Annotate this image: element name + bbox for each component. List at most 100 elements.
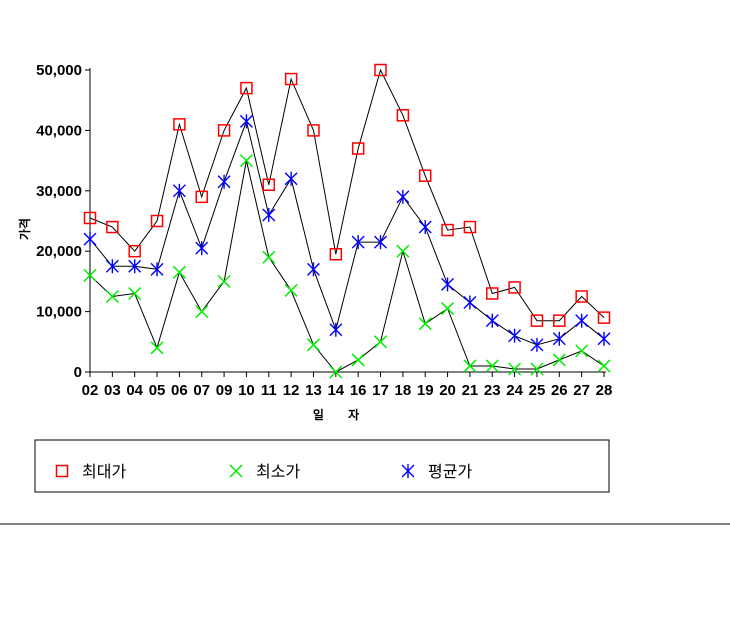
- data-point-s3-20: [441, 277, 455, 292]
- data-point-s2-07: [195, 305, 209, 319]
- data-point-s2-06: [172, 265, 186, 279]
- y-tick-label: 30,000: [36, 183, 82, 200]
- x-tick-label: 23: [484, 382, 501, 399]
- series-line-2: [89, 160, 605, 373]
- data-point-s2-09: [217, 274, 231, 288]
- data-point-s2-27: [575, 344, 589, 358]
- data-point-s2-03: [105, 289, 119, 304]
- series-line-3: [89, 119, 605, 346]
- x-tick-label: 06: [171, 382, 188, 399]
- x-tick-label: 21: [462, 382, 479, 399]
- data-point-s3-10: [239, 114, 253, 129]
- data-point-s2-02: [83, 268, 97, 282]
- data-point-s3-07: [195, 241, 209, 256]
- data-point-s3-24: [508, 328, 522, 343]
- series-lines: [89, 68, 605, 373]
- y-tick-label: 0: [74, 364, 82, 381]
- data-point-s1-02: [83, 211, 97, 225]
- data-point-s1-05: [150, 214, 164, 228]
- x-tick-label: 10: [238, 382, 255, 399]
- data-point-s2-11: [262, 250, 276, 264]
- data-point-s1-12: [284, 72, 298, 86]
- data-point-s1-25: [530, 314, 544, 327]
- data-point-s3-11: [262, 207, 276, 222]
- legend-label-3: 평균가: [428, 462, 472, 481]
- data-point-s2-21: [463, 359, 477, 373]
- data-point-s3-26: [552, 331, 566, 346]
- data-point-s1-18: [396, 109, 410, 122]
- data-point-s2-10: [239, 154, 253, 168]
- data-point-s1-07: [195, 190, 208, 204]
- data-point-s2-12: [284, 283, 298, 297]
- x-tick-label: 20: [439, 382, 456, 399]
- data-point-s1-10: [240, 81, 253, 95]
- series-line-1: [89, 68, 605, 322]
- legend-label-1: 최대가: [82, 462, 126, 481]
- data-point-s3-18: [396, 189, 410, 204]
- x-tick-label: 07: [193, 382, 210, 399]
- data-point-s1-11: [262, 178, 276, 192]
- x-tick-label: 18: [395, 382, 412, 399]
- data-point-s2-04: [128, 286, 142, 301]
- legend-marker-3: [401, 464, 415, 478]
- data-point-s3-06: [172, 183, 186, 198]
- x-tick-label: 26: [551, 382, 568, 399]
- legend-marker-1: [55, 464, 69, 478]
- data-point-s1-14: [329, 247, 343, 261]
- data-point-s1-27: [575, 290, 588, 303]
- data-point-s3-27: [575, 313, 589, 328]
- x-tick-label: 14: [327, 382, 344, 399]
- data-point-s3-12: [284, 171, 298, 186]
- data-point-s2-05: [150, 341, 164, 355]
- x-tick-label: 04: [126, 382, 143, 399]
- data-point-s2-24: [508, 362, 522, 376]
- y-axis-title: 가격: [17, 218, 32, 240]
- data-point-s1-09: [217, 124, 231, 137]
- data-point-s2-13: [306, 338, 321, 352]
- data-point-s1-03: [106, 220, 119, 234]
- data-point-s2-17: [373, 335, 388, 349]
- data-point-s1-20: [441, 223, 454, 237]
- x-axis-title: 일 자: [313, 407, 369, 422]
- data-point-s1-19: [418, 169, 432, 182]
- x-tick-label: 19: [417, 382, 434, 399]
- data-point-s1-04: [128, 244, 141, 258]
- data-point-s1-23: [486, 287, 499, 300]
- data-point-s3-14: [329, 322, 343, 337]
- data-point-s2-19: [418, 317, 432, 331]
- data-point-s2-25: [530, 362, 544, 376]
- data-point-s3-21: [463, 295, 477, 310]
- data-point-s3-03: [105, 259, 119, 274]
- x-tick-label: 12: [283, 382, 300, 399]
- axes: 0 10,000 20,000 30,000 40,000 50,000 02 03 04 05 0…: [17, 62, 612, 422]
- x-tick-label: 17: [372, 382, 389, 399]
- data-point-s1-16: [351, 142, 365, 155]
- data-point-s2-23: [485, 359, 499, 373]
- data-point-s1-21: [463, 220, 477, 234]
- data-point-s2-16: [351, 353, 365, 367]
- data-point-s3-05: [150, 262, 164, 277]
- x-tick-label: 05: [149, 382, 166, 399]
- x-tick-label: 27: [573, 382, 590, 399]
- legend-box: [34, 439, 610, 493]
- data-point-s3-09: [217, 174, 231, 189]
- series-markers: [83, 63, 611, 379]
- legend-label-2: 최소가: [256, 462, 300, 481]
- data-point-s3-25: [530, 337, 544, 352]
- x-tick-label: 28: [596, 382, 613, 399]
- x-tick-label: 09: [216, 382, 233, 399]
- x-tick-label: 13: [305, 382, 322, 399]
- y-tick-label: 10,000: [36, 304, 82, 321]
- x-tick-label: 02: [82, 382, 99, 399]
- legend: 최대가 최소가 평균가: [34, 439, 610, 493]
- data-point-s2-14: [329, 365, 343, 379]
- data-point-s3-28: [597, 331, 611, 346]
- x-tick-label: 16: [350, 382, 367, 399]
- x-tick-label: 25: [529, 382, 546, 399]
- data-point-s3-13: [306, 262, 320, 277]
- data-point-s1-26: [553, 314, 566, 327]
- data-point-s3-02: [83, 232, 97, 247]
- data-point-s1-28: [597, 311, 611, 324]
- data-point-s3-16: [351, 235, 365, 250]
